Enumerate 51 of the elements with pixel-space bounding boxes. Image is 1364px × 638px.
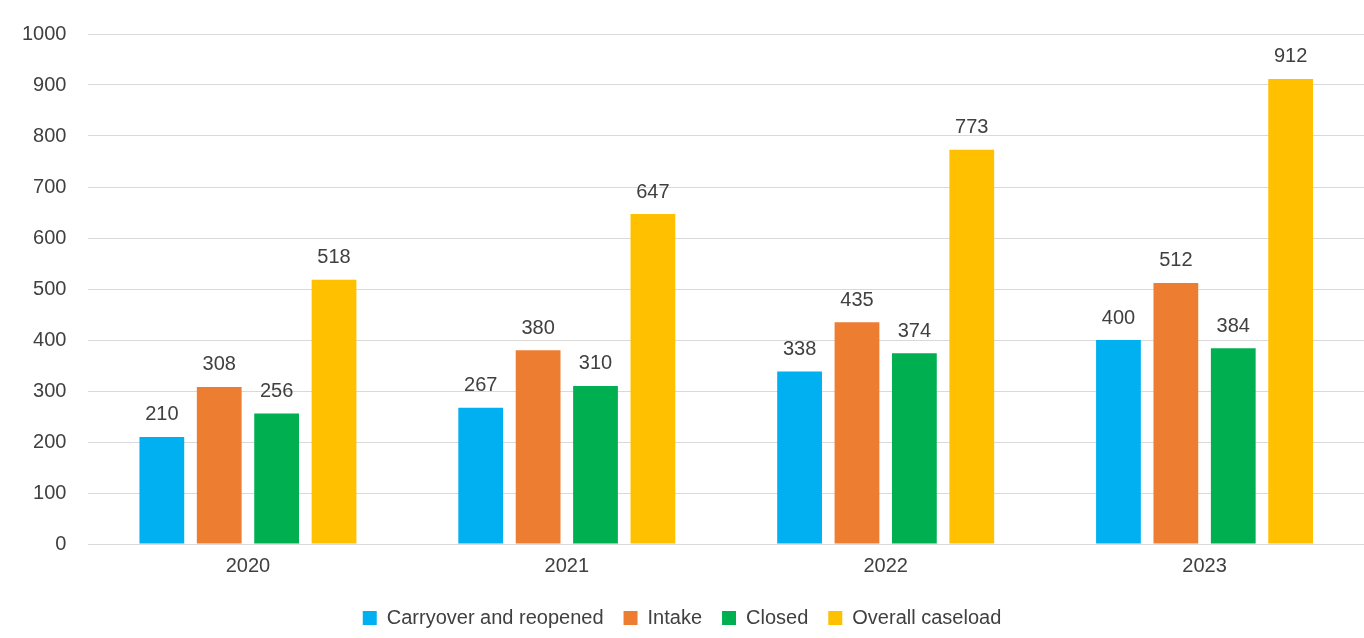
y-tick-label: 200 bbox=[33, 429, 67, 452]
bar bbox=[1268, 78, 1314, 544]
data-label: 308 bbox=[202, 352, 236, 375]
bar bbox=[1153, 282, 1199, 544]
legend-label: Closed bbox=[746, 605, 809, 628]
legend-label: Carryover and reopened bbox=[386, 605, 604, 628]
x-tick-label: 2021 bbox=[544, 553, 590, 576]
bar bbox=[1096, 340, 1141, 544]
data-label: 518 bbox=[317, 245, 351, 268]
y-tick-label: 900 bbox=[33, 72, 67, 95]
data-label: 435 bbox=[840, 287, 874, 310]
bar bbox=[949, 149, 995, 544]
data-label: 310 bbox=[578, 351, 613, 374]
y-tick-label: 800 bbox=[33, 123, 67, 146]
y-tick-label: 100 bbox=[33, 480, 67, 503]
data-label: 210 bbox=[145, 402, 179, 425]
data-label: 374 bbox=[897, 318, 932, 341]
y-tick-label: 400 bbox=[33, 327, 67, 350]
data-label: 912 bbox=[1273, 44, 1308, 67]
y-tick-label: 500 bbox=[33, 276, 67, 299]
bar bbox=[573, 385, 618, 544]
bar bbox=[1210, 348, 1256, 544]
y-tick-label: 600 bbox=[33, 225, 67, 248]
bar bbox=[139, 436, 185, 544]
y-tick-label: 300 bbox=[33, 378, 67, 401]
bar bbox=[311, 279, 357, 544]
data-label: 773 bbox=[955, 115, 989, 138]
bar bbox=[515, 350, 561, 544]
bar bbox=[777, 371, 822, 544]
x-tick-label: 2020 bbox=[225, 553, 271, 576]
y-tick-label: 0 bbox=[55, 531, 67, 554]
bar bbox=[458, 407, 504, 544]
data-label: 256 bbox=[259, 378, 294, 401]
x-tick-label: 2023 bbox=[1182, 553, 1227, 576]
legend-label: Overall caseload bbox=[852, 605, 1002, 628]
data-label: 380 bbox=[521, 315, 555, 338]
data-label: 512 bbox=[1159, 248, 1193, 271]
bar bbox=[892, 353, 937, 544]
legend-label: Intake bbox=[647, 605, 703, 628]
data-label: 267 bbox=[464, 373, 498, 396]
bar bbox=[630, 214, 676, 544]
data-label: 400 bbox=[1101, 305, 1136, 328]
x-tick-label: 2022 bbox=[863, 553, 908, 576]
data-label: 647 bbox=[636, 179, 670, 202]
bar bbox=[834, 322, 880, 544]
data-label: 384 bbox=[1216, 313, 1250, 336]
y-tick-label: 1000 bbox=[21, 21, 67, 44]
bar bbox=[254, 413, 300, 544]
y-tick-label: 700 bbox=[33, 174, 67, 197]
data-label: 338 bbox=[782, 337, 817, 360]
bar bbox=[196, 386, 242, 544]
